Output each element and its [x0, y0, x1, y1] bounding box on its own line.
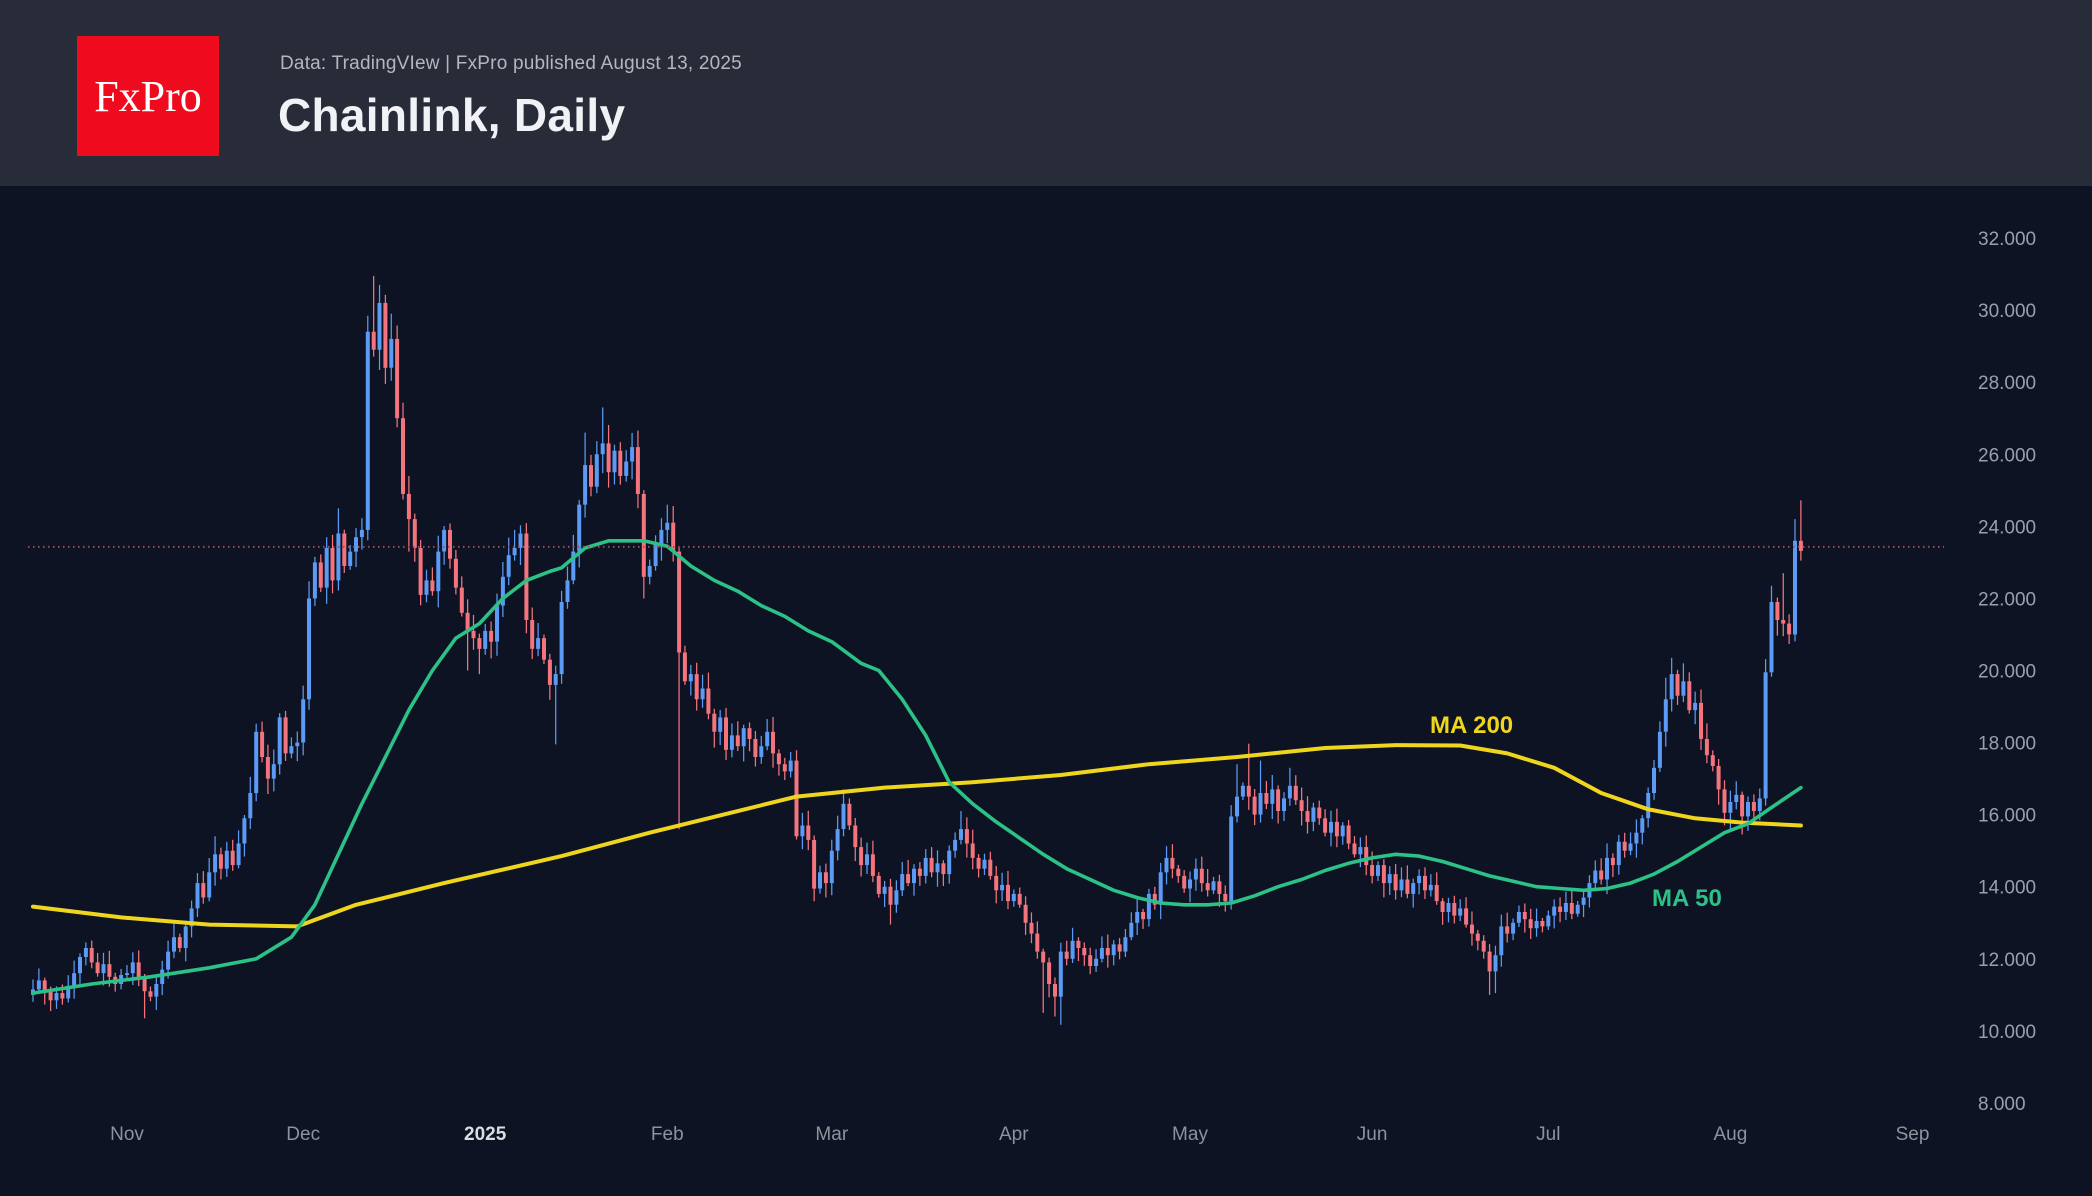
svg-text:Sep: Sep	[1896, 1124, 1930, 1145]
source-caption: Data: TradingVIew | FxPro published Augu…	[280, 53, 742, 74]
svg-text:10.000: 10.000	[1978, 1022, 2036, 1043]
svg-text:Aug: Aug	[1713, 1124, 1747, 1145]
svg-text:2025: 2025	[464, 1124, 507, 1145]
svg-text:Jul: Jul	[1536, 1124, 1560, 1145]
svg-text:26.000: 26.000	[1978, 445, 2036, 466]
svg-text:18.000: 18.000	[1978, 734, 2036, 755]
moving-averages-layer	[31, 538, 1803, 995]
svg-text:30.000: 30.000	[1978, 301, 2036, 322]
ma-200-label: MA 200	[1430, 712, 1513, 739]
header-bar: FxPro Data: TradingVIew | FxPro publishe…	[0, 0, 2092, 186]
svg-text:32.000: 32.000	[1978, 229, 2036, 250]
svg-text:Dec: Dec	[286, 1124, 320, 1145]
svg-text:14.000: 14.000	[1978, 878, 2036, 899]
svg-text:Nov: Nov	[110, 1124, 144, 1145]
svg-text:Apr: Apr	[999, 1124, 1029, 1145]
svg-text:12.000: 12.000	[1978, 950, 2036, 971]
ma-50-label: MA 50	[1652, 885, 1722, 912]
svg-text:Jun: Jun	[1357, 1124, 1388, 1145]
svg-text:20.000: 20.000	[1978, 662, 2036, 683]
svg-text:Mar: Mar	[815, 1124, 848, 1145]
svg-text:16.000: 16.000	[1978, 806, 2036, 827]
svg-text:22.000: 22.000	[1978, 589, 2036, 610]
svg-text:Feb: Feb	[651, 1124, 684, 1145]
fxpro-logo: FxPro	[77, 36, 219, 156]
axes-layer: 32.000 30.000 28.000 26.000 24.000 22.000 20.0…	[110, 229, 2036, 1145]
candlestick-series	[31, 275, 1803, 1025]
svg-text:24.000: 24.000	[1978, 517, 2036, 538]
fxpro-logo-text: FxPro	[94, 71, 202, 121]
svg-text:8.000: 8.000	[1978, 1094, 2026, 1115]
page-title: Chainlink, Daily	[278, 89, 626, 141]
svg-text:May: May	[1172, 1124, 1208, 1145]
svg-text:28.000: 28.000	[1978, 373, 2036, 394]
